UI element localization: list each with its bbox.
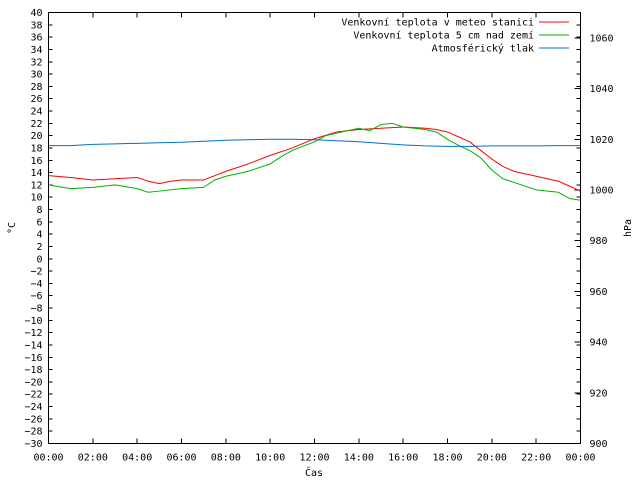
y-right-tick-label: 980 — [590, 236, 608, 247]
y-left-tick-label: 0 — [36, 254, 42, 265]
y-left-tick-label: −8 — [30, 304, 42, 315]
y-right-tick-label: 1000 — [590, 185, 614, 196]
x-tick-label: 16:00 — [388, 453, 418, 464]
x-axis: 00:00 02:00 04:00 06:00 08:00 10:00 12:00 14:00… — [33, 12, 596, 464]
y-left-tick-label: 8 — [36, 205, 42, 216]
x-tick-label: 08:00 — [211, 453, 241, 464]
y-right-axis: 900 920 940 960 980 1000 1020 1040 1060 — [574, 33, 614, 450]
x-tick-label: 14:00 — [344, 453, 374, 464]
series-line-2 — [48, 138, 581, 147]
y-left-tick-label: 20 — [30, 131, 42, 142]
y-left-tick-label: −2 — [30, 267, 42, 278]
x-tick-label: 22:00 — [521, 453, 551, 464]
y-left-tick-label: −6 — [30, 291, 42, 302]
legend: Venkovní teplota v meteo staniciVenkovní… — [341, 17, 569, 55]
y-left-tick-label: −26 — [24, 414, 42, 425]
y-right-tick-label: 1020 — [590, 135, 614, 146]
y-left-tick-label: 22 — [30, 119, 42, 130]
y-left-tick-label: 12 — [30, 180, 42, 191]
series-line-1 — [48, 122, 581, 201]
y-left-tick-label: 14 — [30, 168, 42, 179]
plot-frame — [48, 12, 581, 444]
x-tick-label: 12:00 — [299, 453, 329, 464]
y-left-tick-label: 4 — [36, 230, 42, 241]
y-left-tick-label: −10 — [24, 316, 42, 327]
y-right-tick-label: 1060 — [590, 33, 614, 44]
y-left-tick-label: −28 — [24, 427, 42, 438]
y-left-tick-label: 26 — [30, 94, 42, 105]
y-right-tick-label: 1040 — [590, 84, 614, 95]
y-right-tick-label: 920 — [590, 388, 608, 399]
x-axis-label: Čas — [305, 466, 323, 479]
x-tick-label: 04:00 — [122, 453, 152, 464]
x-tick-label: 06:00 — [166, 453, 196, 464]
y-left-tick-label: 10 — [30, 193, 42, 204]
x-tick-label: 00:00 — [33, 453, 63, 464]
legend-label: Venkovní teplota 5 cm nad zemí — [353, 30, 534, 42]
y-left-tick-label: 40 — [30, 8, 42, 19]
legend-label: Atmosférický tlak — [432, 43, 534, 55]
y-left-tick-label: 28 — [30, 82, 42, 93]
y-right-tick-label: 960 — [590, 287, 608, 298]
y-left-tick-label: 16 — [30, 156, 42, 167]
y-right-axis-label: hPa — [623, 219, 634, 237]
y-left-tick-label: −18 — [24, 365, 42, 376]
y-left-axis-label: °C — [7, 222, 18, 234]
y-right-tick-label: 940 — [590, 338, 608, 349]
y-left-tick-label: −12 — [24, 328, 42, 339]
x-tick-label: 02:00 — [78, 453, 108, 464]
y-left-tick-label: 34 — [30, 45, 42, 56]
y-left-tick-label: −14 — [24, 340, 42, 351]
y-left-tick-label: 32 — [30, 57, 42, 68]
y-left-tick-label: 6 — [36, 217, 42, 228]
series-line-0 — [48, 126, 581, 192]
y-left-tick-label: −22 — [24, 390, 42, 401]
series-layer — [48, 122, 581, 201]
y-left-tick-label: −20 — [24, 377, 42, 388]
x-tick-label: 20:00 — [477, 453, 507, 464]
y-left-tick-label: 2 — [36, 242, 42, 253]
y-left-tick-label: −4 — [30, 279, 42, 290]
y-right-tick-label: 900 — [590, 439, 608, 450]
y-left-tick-label: 24 — [30, 107, 42, 118]
legend-label: Venkovní teplota v meteo stanici — [341, 17, 534, 29]
x-tick-label: 00:00 — [565, 453, 595, 464]
x-tick-label: 10:00 — [255, 453, 285, 464]
y-left-tick-label: 30 — [30, 70, 42, 81]
x-tick-label: 18:00 — [432, 453, 462, 464]
y-left-tick-label: −24 — [24, 402, 42, 413]
y-left-tick-label: −16 — [24, 353, 42, 364]
y-left-tick-label: 38 — [30, 20, 42, 31]
y-left-tick-label: −30 — [24, 439, 42, 450]
y-left-tick-label: 36 — [30, 33, 42, 44]
y-left-tick-label: 18 — [30, 143, 42, 154]
y-left-axis: −30−28−26−24−22−20−18−16−14−12−10−8−6−4−… — [24, 8, 581, 450]
